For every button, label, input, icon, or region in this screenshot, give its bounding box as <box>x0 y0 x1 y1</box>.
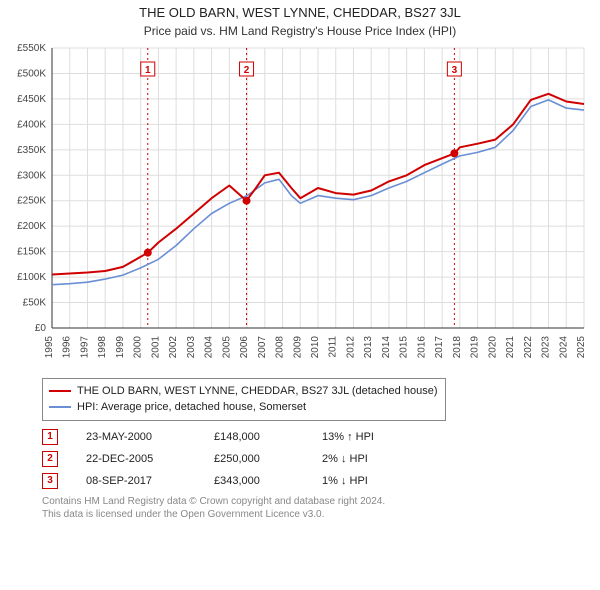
svg-text:£100K: £100K <box>17 272 46 283</box>
svg-text:£550K: £550K <box>17 43 46 54</box>
svg-text:£500K: £500K <box>17 68 46 79</box>
svg-text:2007: 2007 <box>257 335 268 358</box>
event-pct: 13% ↑ HPI <box>322 431 412 443</box>
svg-text:2: 2 <box>244 65 250 76</box>
event-pct: 2% ↓ HPI <box>322 453 412 465</box>
event-price: £343,000 <box>214 475 294 487</box>
chart-title: THE OLD BARN, WEST LYNNE, CHEDDAR, BS27 … <box>6 4 594 22</box>
legend-swatch-icon <box>49 390 71 392</box>
svg-text:£0: £0 <box>35 323 47 334</box>
event-date: 08-SEP-2017 <box>86 475 186 487</box>
footnote: Contains HM Land Registry data © Crown c… <box>42 495 562 522</box>
svg-text:2002: 2002 <box>168 335 179 358</box>
svg-text:2020: 2020 <box>487 335 498 358</box>
svg-text:2022: 2022 <box>523 335 534 358</box>
svg-text:2009: 2009 <box>292 335 303 358</box>
svg-text:£200K: £200K <box>17 221 46 232</box>
svg-text:2005: 2005 <box>221 335 232 358</box>
legend-swatch-icon <box>49 406 71 408</box>
svg-text:1995: 1995 <box>44 335 55 358</box>
svg-text:2010: 2010 <box>310 335 321 358</box>
svg-text:2024: 2024 <box>558 335 569 358</box>
svg-text:1998: 1998 <box>97 335 108 358</box>
svg-text:2006: 2006 <box>239 335 250 358</box>
svg-text:£350K: £350K <box>17 144 46 155</box>
legend: THE OLD BARN, WEST LYNNE, CHEDDAR, BS27 … <box>42 378 446 421</box>
svg-text:2018: 2018 <box>452 335 463 358</box>
svg-text:1: 1 <box>145 65 151 76</box>
svg-text:2001: 2001 <box>150 335 161 358</box>
legend-item: THE OLD BARN, WEST LYNNE, CHEDDAR, BS27 … <box>49 383 439 400</box>
event-date: 23-MAY-2000 <box>86 431 186 443</box>
svg-text:2015: 2015 <box>399 335 410 358</box>
svg-text:2014: 2014 <box>381 335 392 358</box>
svg-text:£50K: £50K <box>23 297 47 308</box>
svg-text:£450K: £450K <box>17 93 46 104</box>
svg-text:3: 3 <box>452 65 458 76</box>
svg-text:2016: 2016 <box>416 335 427 358</box>
svg-text:2011: 2011 <box>328 335 339 357</box>
svg-text:2017: 2017 <box>434 335 445 358</box>
svg-text:2019: 2019 <box>470 335 481 358</box>
svg-text:1997: 1997 <box>79 335 90 358</box>
svg-text:2025: 2025 <box>576 335 587 358</box>
event-row: 1 23-MAY-2000 £148,000 13% ↑ HPI <box>42 429 594 445</box>
svg-text:1999: 1999 <box>115 335 126 358</box>
event-pct: 1% ↓ HPI <box>322 475 412 487</box>
svg-text:£300K: £300K <box>17 170 46 181</box>
event-date: 22-DEC-2005 <box>86 453 186 465</box>
event-price: £250,000 <box>214 453 294 465</box>
svg-text:2021: 2021 <box>505 335 516 358</box>
event-row: 3 08-SEP-2017 £343,000 1% ↓ HPI <box>42 473 594 489</box>
svg-text:2012: 2012 <box>345 335 356 358</box>
footnote-line: This data is licensed under the Open Gov… <box>42 508 562 522</box>
svg-text:2013: 2013 <box>363 335 374 358</box>
legend-label: THE OLD BARN, WEST LYNNE, CHEDDAR, BS27 … <box>77 383 437 400</box>
svg-text:£250K: £250K <box>17 195 46 206</box>
svg-text:2003: 2003 <box>186 335 197 358</box>
svg-text:2004: 2004 <box>204 335 215 358</box>
event-marker-icon: 1 <box>42 429 58 445</box>
events-table: 1 23-MAY-2000 £148,000 13% ↑ HPI 2 22-DE… <box>42 429 594 489</box>
svg-text:1996: 1996 <box>62 335 73 358</box>
legend-item: HPI: Average price, detached house, Some… <box>49 399 439 416</box>
footnote-line: Contains HM Land Registry data © Crown c… <box>42 495 562 509</box>
svg-text:2000: 2000 <box>133 335 144 358</box>
event-marker-icon: 3 <box>42 473 58 489</box>
svg-text:£400K: £400K <box>17 119 46 130</box>
svg-text:2008: 2008 <box>275 335 286 358</box>
event-row: 2 22-DEC-2005 £250,000 2% ↓ HPI <box>42 451 594 467</box>
legend-label: HPI: Average price, detached house, Some… <box>77 399 306 416</box>
event-marker-icon: 2 <box>42 451 58 467</box>
event-price: £148,000 <box>214 431 294 443</box>
chart-container: THE OLD BARN, WEST LYNNE, CHEDDAR, BS27 … <box>0 0 600 528</box>
line-chart: £0 £50K £100K £150K £200K £250K £300K £350K £400… <box>6 42 594 372</box>
svg-text:£150K: £150K <box>17 246 46 257</box>
svg-text:2023: 2023 <box>541 335 552 358</box>
chart-subtitle: Price paid vs. HM Land Registry's House … <box>6 24 594 38</box>
